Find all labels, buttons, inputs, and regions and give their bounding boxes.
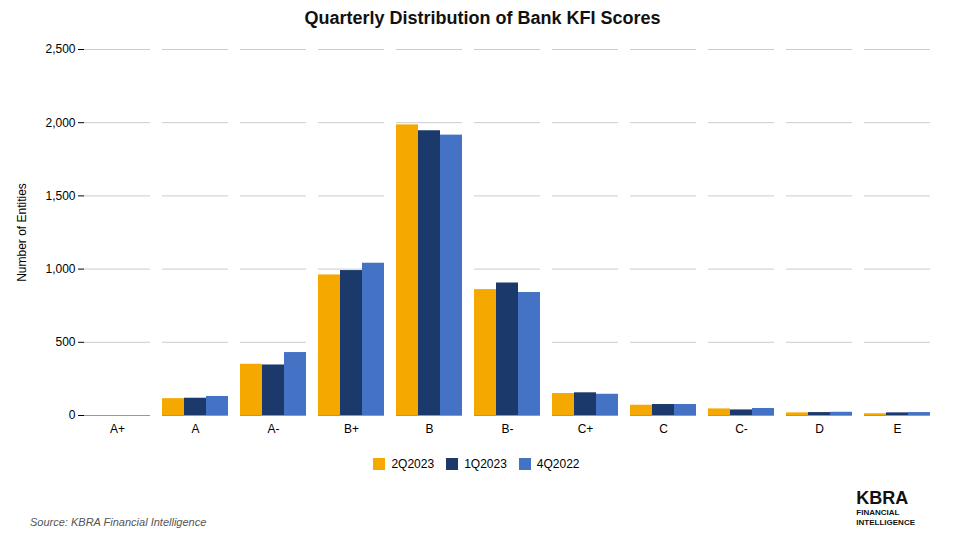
svg-text:B-: B- bbox=[502, 422, 514, 436]
svg-text:A: A bbox=[191, 422, 199, 436]
svg-text:2,000: 2,000 bbox=[45, 116, 75, 130]
svg-text:1,500: 1,500 bbox=[45, 189, 75, 203]
html-text:2Q2023: 2Q2023 bbox=[391, 456, 435, 471]
svg-text:0: 0 bbox=[69, 408, 76, 422]
html-text:1Q2023: 1Q2023 bbox=[464, 456, 507, 471]
html-text:KBRA: KBRA bbox=[856, 488, 909, 508]
svg-text:B+: B+ bbox=[344, 422, 359, 436]
svg-text:D: D bbox=[815, 422, 824, 436]
svg-text:A-: A- bbox=[268, 422, 280, 436]
html-text:FINANCIAL INTELLIGENCE: FINANCIAL INTELLIGENCE bbox=[856, 508, 915, 527]
html-text:Quarterly Distribution of Bank: Quarterly Distribution of Bank KFI Score… bbox=[304, 8, 661, 28]
svg-text:C+: C+ bbox=[578, 422, 594, 436]
svg-text:Number of Entities: Number of Entities bbox=[15, 183, 29, 282]
svg-text:B: B bbox=[425, 422, 433, 436]
svg-text:C-: C- bbox=[735, 422, 748, 436]
html-text:Source: KBRA Financial Intelli: Source: KBRA Financial Intelligence bbox=[30, 516, 207, 528]
svg-text:A+: A+ bbox=[110, 422, 125, 436]
html-text:4Q2022: 4Q2022 bbox=[536, 456, 580, 471]
svg-text:2,500: 2,500 bbox=[45, 42, 75, 56]
svg-text:C: C bbox=[659, 422, 668, 436]
svg-text:1,000: 1,000 bbox=[45, 262, 75, 276]
svg-text:500: 500 bbox=[55, 335, 75, 349]
svg-text:E: E bbox=[893, 422, 901, 436]
